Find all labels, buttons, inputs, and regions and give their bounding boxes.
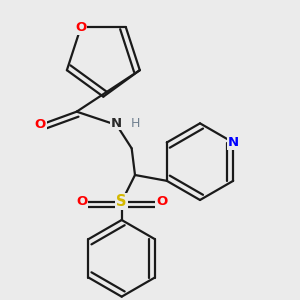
Text: O: O [156,195,167,208]
Text: S: S [116,194,127,209]
Text: N: N [228,136,239,149]
Text: O: O [76,195,87,208]
Text: O: O [34,118,46,131]
Text: O: O [75,21,86,34]
Text: H: H [130,117,140,130]
Text: N: N [111,117,122,130]
